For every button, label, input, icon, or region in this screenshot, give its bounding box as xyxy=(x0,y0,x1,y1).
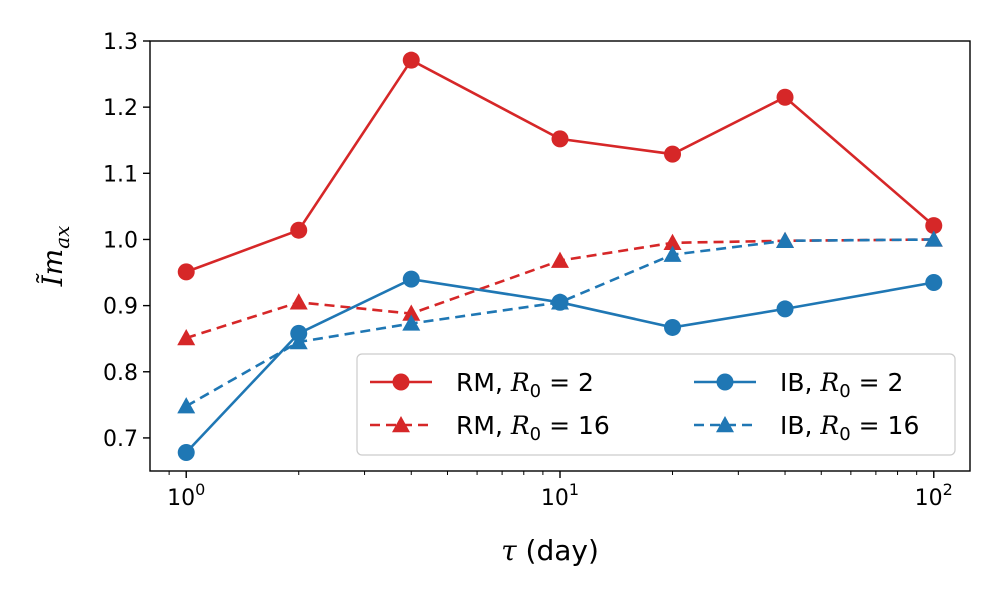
data-point-rm16 xyxy=(177,329,196,346)
data-point-rm2 xyxy=(290,221,308,239)
y-tick-label: 1.3 xyxy=(103,30,138,55)
y-tick-label: 0.8 xyxy=(103,361,138,386)
legend: RM, R0 = 2 RM, R0 = 16 IB, R0 = 2 IB, R0 = … xyxy=(356,353,956,456)
legend-label-ib16: IB, R0 = 16 xyxy=(780,411,919,445)
data-point-ib2 xyxy=(402,270,420,288)
data-point-rm2 xyxy=(925,217,943,235)
data-point-rm16 xyxy=(551,251,569,268)
plot-area xyxy=(177,51,943,461)
y-tick-label: 1.0 xyxy=(103,228,138,253)
data-point-rm16 xyxy=(402,304,421,321)
data-point-ib16 xyxy=(177,397,196,414)
data-point-ib2 xyxy=(177,443,195,461)
legend-entry-rm16: RM, R0 = 16 xyxy=(370,411,610,445)
data-point-ib16 xyxy=(551,293,569,310)
legend-marker-ib2 xyxy=(716,373,734,391)
y-tick-label: 1.2 xyxy=(103,96,138,121)
data-point-ib2 xyxy=(664,318,682,336)
legend-marker-rm16 xyxy=(392,416,410,433)
series-rm2 xyxy=(177,51,943,281)
legend-marker-rm2 xyxy=(392,373,410,391)
axis-labels: τ (day) Ĩmax xyxy=(36,226,599,567)
data-point-rm16 xyxy=(289,293,308,310)
axis-ticks: 0.7 0.8 0.9 1.0 1.1 1.2 1.3 100 101 102 xyxy=(103,30,953,511)
x-tick-label: 102 xyxy=(915,480,953,511)
data-point-rm2 xyxy=(551,130,569,148)
y-tick-label: 0.7 xyxy=(103,427,138,452)
data-point-rm2 xyxy=(664,145,682,163)
data-point-rm2 xyxy=(776,88,794,106)
legend-entry-ib16: IB, R0 = 16 xyxy=(694,411,919,445)
x-axis-label: τ (day) xyxy=(501,534,599,567)
legend-label-rm2: RM, R0 = 2 xyxy=(456,368,594,402)
y-axis-label: Ĩmax xyxy=(36,226,74,288)
data-point-ib2 xyxy=(776,300,794,318)
x-tick-label: 100 xyxy=(167,480,205,511)
legend-entry-ib2: IB, R0 = 2 xyxy=(694,368,903,402)
data-point-rm16 xyxy=(663,233,682,250)
data-point-rm2 xyxy=(402,51,420,69)
y-tick-label: 1.1 xyxy=(103,162,138,187)
data-point-ib16 xyxy=(289,333,308,350)
x-tick-label: 101 xyxy=(541,480,579,511)
series-line-rm2 xyxy=(185,58,935,274)
legend-label-rm16: RM, R0 = 16 xyxy=(456,411,610,445)
series-ib16 xyxy=(177,230,943,414)
legend-label-ib2: IB, R0 = 2 xyxy=(780,368,903,402)
data-point-ib16 xyxy=(924,230,943,247)
y-tick-label: 0.9 xyxy=(103,295,138,320)
legend-box xyxy=(356,353,956,456)
series-rm16 xyxy=(177,230,943,346)
legend-entry-rm2: RM, R0 = 2 xyxy=(370,368,594,402)
data-point-ib16 xyxy=(402,314,421,331)
data-point-ib16 xyxy=(776,231,795,248)
data-point-ib16 xyxy=(663,245,682,262)
legend-marker-ib16 xyxy=(716,416,734,433)
data-point-rm2 xyxy=(177,263,195,281)
data-point-ib2 xyxy=(925,273,943,291)
